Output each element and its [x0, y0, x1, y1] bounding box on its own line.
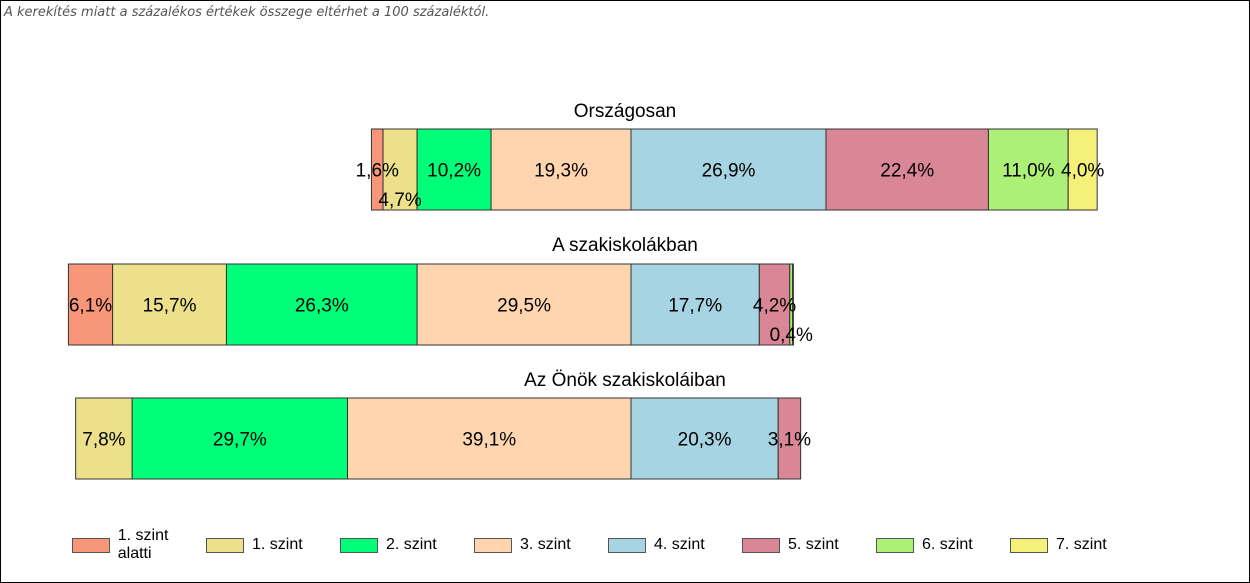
data-label: 4,0% — [1061, 161, 1104, 182]
bar-group-3: Az Önök szakiskoláiban 7,8% 29,7% 39,1% 20,3… — [75, 370, 811, 480]
bar-title: A szakiskolákban — [552, 235, 698, 256]
bar-segment — [416, 263, 632, 346]
legend-label: 2. szint — [386, 536, 437, 553]
stacked-bar-chart: Országosan 1,6% 4,7% 10,2% 19,3% 26,9% 22,4% 11… — [67, 101, 1105, 480]
data-label: 1,6% — [356, 161, 399, 182]
rounding-note: A kerekítés miatt a százalékos értékek ö… — [4, 5, 490, 20]
bar-group-1: Országosan 1,6% 4,7% 10,2% 19,3% 26,9% 22,4% 11… — [356, 101, 1105, 211]
bar-segment — [630, 397, 779, 480]
bar-segment — [1067, 128, 1098, 211]
legend-label: 5. szint — [788, 536, 839, 553]
bar-segment — [131, 397, 349, 480]
legend-label: 4. szint — [654, 536, 705, 553]
bar-segment — [225, 263, 418, 346]
data-label: 4,2% — [753, 296, 796, 317]
legend-label: 6. szint — [922, 536, 973, 553]
legend-label: 1. szint alatti — [117, 527, 169, 562]
legend-swatch — [206, 537, 244, 553]
data-label: 22,4% — [880, 161, 934, 182]
legend-label: 1. szint — [252, 536, 303, 553]
legend-item: 1. szint alatti — [72, 527, 206, 563]
legend-swatch — [340, 537, 378, 553]
data-label: 6,1% — [69, 296, 112, 317]
bar-segment — [112, 263, 227, 346]
bar-segment — [67, 263, 114, 346]
legend-item: 2. szint — [340, 536, 474, 554]
bar-segment — [416, 128, 492, 211]
bar-segment — [490, 128, 632, 211]
data-label: 7,8% — [82, 430, 125, 451]
legend-swatch — [72, 537, 110, 553]
data-label: 39,1% — [462, 430, 516, 451]
bar-segment — [777, 397, 802, 480]
data-label: 0,4% — [770, 325, 813, 346]
legend-item: 4. szint — [608, 536, 742, 554]
data-label: 29,7% — [213, 430, 267, 451]
bar-segment — [347, 397, 632, 480]
bar-segment — [75, 397, 133, 480]
data-label: 4,7% — [378, 190, 421, 211]
data-label: 17,7% — [668, 296, 722, 317]
data-label: 11,0% — [1002, 161, 1055, 182]
bar-segment — [825, 128, 989, 211]
legend-item: 1. szint — [206, 536, 340, 554]
data-label: 10,2% — [427, 161, 481, 182]
data-label: 26,3% — [295, 296, 349, 317]
legend-item: 6. szint — [876, 536, 1010, 554]
legend-label: 3. szint — [520, 536, 571, 553]
data-label: 20,3% — [678, 430, 732, 451]
legend-item: 3. szint — [474, 536, 608, 554]
legend-swatch — [1010, 537, 1048, 553]
bar-title: Országosan — [574, 101, 676, 122]
bar-title: Az Önök szakiskoláiban — [524, 370, 726, 391]
bar-segment — [987, 128, 1069, 211]
legend: 1. szint alatti 1. szint 2. szint 3. szint 4… — [72, 527, 1144, 562]
legend-swatch — [742, 537, 780, 553]
data-label: 3,1% — [768, 430, 811, 451]
legend-swatch — [608, 537, 646, 553]
bar-segment — [630, 263, 760, 346]
legend-item: 7. szint — [1010, 536, 1144, 554]
legend-swatch — [474, 537, 512, 553]
bar-group-2: A szakiskolákban 6,1% 15,7% 26,3% 29,5% 17,7%… — [67, 235, 813, 346]
data-label: 19,3% — [534, 161, 588, 182]
data-label: 29,5% — [497, 296, 551, 317]
bar-segment — [630, 128, 827, 211]
bar-segment — [792, 263, 794, 346]
legend-swatch — [876, 537, 914, 553]
data-label: 15,7% — [143, 296, 197, 317]
data-label: 26,9% — [702, 161, 756, 182]
legend-label: 7. szint — [1056, 536, 1107, 553]
legend-item: 5. szint — [742, 536, 876, 554]
